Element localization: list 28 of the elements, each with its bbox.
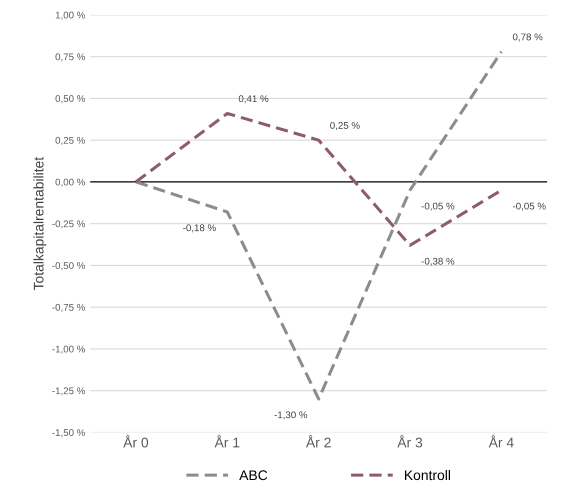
- y-tick-label: -1,25 %: [52, 387, 86, 396]
- y-axis-title: Totalkapitalrentabilitet: [33, 156, 46, 290]
- y-tick-label: 0,00 %: [55, 178, 86, 187]
- data-label: -0,05 %: [422, 202, 454, 211]
- y-tick-label: -1,00 %: [52, 346, 86, 354]
- data-label: -0,38 %: [422, 258, 454, 266]
- x-tick-label: År 1: [214, 435, 240, 448]
- data-label: -1,30 %: [274, 411, 308, 420]
- data-label: -0,05 %: [512, 202, 546, 211]
- x-tick-label: År 2: [306, 435, 331, 448]
- y-tick-label: -0,75 %: [52, 304, 86, 312]
- data-label: 0,41 %: [238, 95, 268, 104]
- x-tick-label: År 4: [488, 435, 514, 448]
- y-tick-label: -1,50 %: [52, 429, 86, 438]
- y-tick-label: -0,50 %: [52, 262, 86, 270]
- data-label: 0,25 %: [330, 122, 360, 130]
- legend-label: Kontroll: [404, 470, 450, 480]
- data-label: -0,18 %: [183, 224, 216, 232]
- y-tick-label: 0,50 %: [55, 95, 86, 104]
- data-label: 0,78 %: [512, 33, 542, 42]
- line-series: [134, 50, 503, 401]
- y-tick-label: 0,75 %: [55, 53, 86, 62]
- y-tick-label: 0,25 %: [55, 136, 86, 145]
- y-tick-label: 1,00 %: [56, 12, 86, 20]
- y-tick-label: -0,25 %: [52, 220, 86, 228]
- x-tick-label: År 0: [123, 435, 148, 448]
- x-tick-label: År 3: [397, 435, 422, 448]
- legend-label: ABC: [239, 470, 268, 480]
